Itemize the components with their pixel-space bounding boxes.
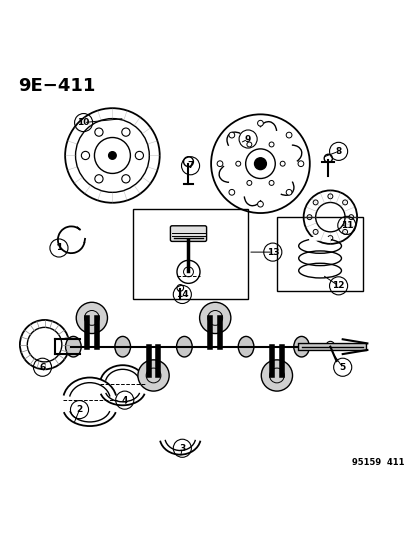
Ellipse shape bbox=[115, 336, 130, 357]
Circle shape bbox=[257, 120, 263, 126]
Circle shape bbox=[138, 360, 169, 391]
Circle shape bbox=[246, 181, 251, 185]
Circle shape bbox=[327, 194, 332, 199]
Circle shape bbox=[280, 161, 285, 166]
Circle shape bbox=[228, 132, 234, 138]
Ellipse shape bbox=[293, 336, 309, 357]
Circle shape bbox=[108, 152, 116, 159]
Text: 8: 8 bbox=[335, 147, 341, 156]
Text: 9: 9 bbox=[244, 134, 251, 143]
Circle shape bbox=[312, 229, 317, 235]
Ellipse shape bbox=[176, 336, 192, 357]
Text: 13: 13 bbox=[266, 248, 278, 256]
Circle shape bbox=[257, 201, 263, 207]
Circle shape bbox=[306, 215, 311, 220]
Text: 11: 11 bbox=[340, 221, 352, 230]
Circle shape bbox=[268, 142, 273, 147]
Ellipse shape bbox=[237, 336, 253, 357]
Text: 5: 5 bbox=[339, 363, 345, 372]
Text: 9E−411: 9E−411 bbox=[18, 77, 95, 95]
Circle shape bbox=[216, 161, 222, 167]
FancyBboxPatch shape bbox=[170, 226, 206, 241]
Circle shape bbox=[76, 302, 107, 334]
Circle shape bbox=[297, 161, 303, 167]
Text: 7: 7 bbox=[187, 161, 193, 170]
Circle shape bbox=[261, 360, 292, 391]
Circle shape bbox=[235, 161, 240, 166]
Text: 6: 6 bbox=[39, 363, 45, 372]
Ellipse shape bbox=[65, 336, 81, 357]
Circle shape bbox=[254, 158, 266, 169]
Circle shape bbox=[268, 181, 273, 185]
Text: 14: 14 bbox=[176, 290, 188, 299]
Text: 10: 10 bbox=[77, 118, 90, 127]
Circle shape bbox=[312, 200, 317, 205]
Circle shape bbox=[348, 215, 353, 220]
Text: 3: 3 bbox=[179, 444, 185, 453]
Circle shape bbox=[285, 189, 291, 195]
Circle shape bbox=[199, 302, 230, 334]
Circle shape bbox=[327, 236, 332, 240]
Circle shape bbox=[342, 229, 347, 235]
Circle shape bbox=[285, 132, 291, 138]
Circle shape bbox=[228, 189, 234, 195]
Text: 1: 1 bbox=[56, 244, 62, 253]
Circle shape bbox=[246, 142, 251, 147]
Text: 95159  411: 95159 411 bbox=[351, 458, 404, 467]
Text: 4: 4 bbox=[121, 395, 128, 405]
Text: 2: 2 bbox=[76, 405, 83, 414]
Circle shape bbox=[342, 200, 347, 205]
Text: 12: 12 bbox=[332, 281, 344, 290]
